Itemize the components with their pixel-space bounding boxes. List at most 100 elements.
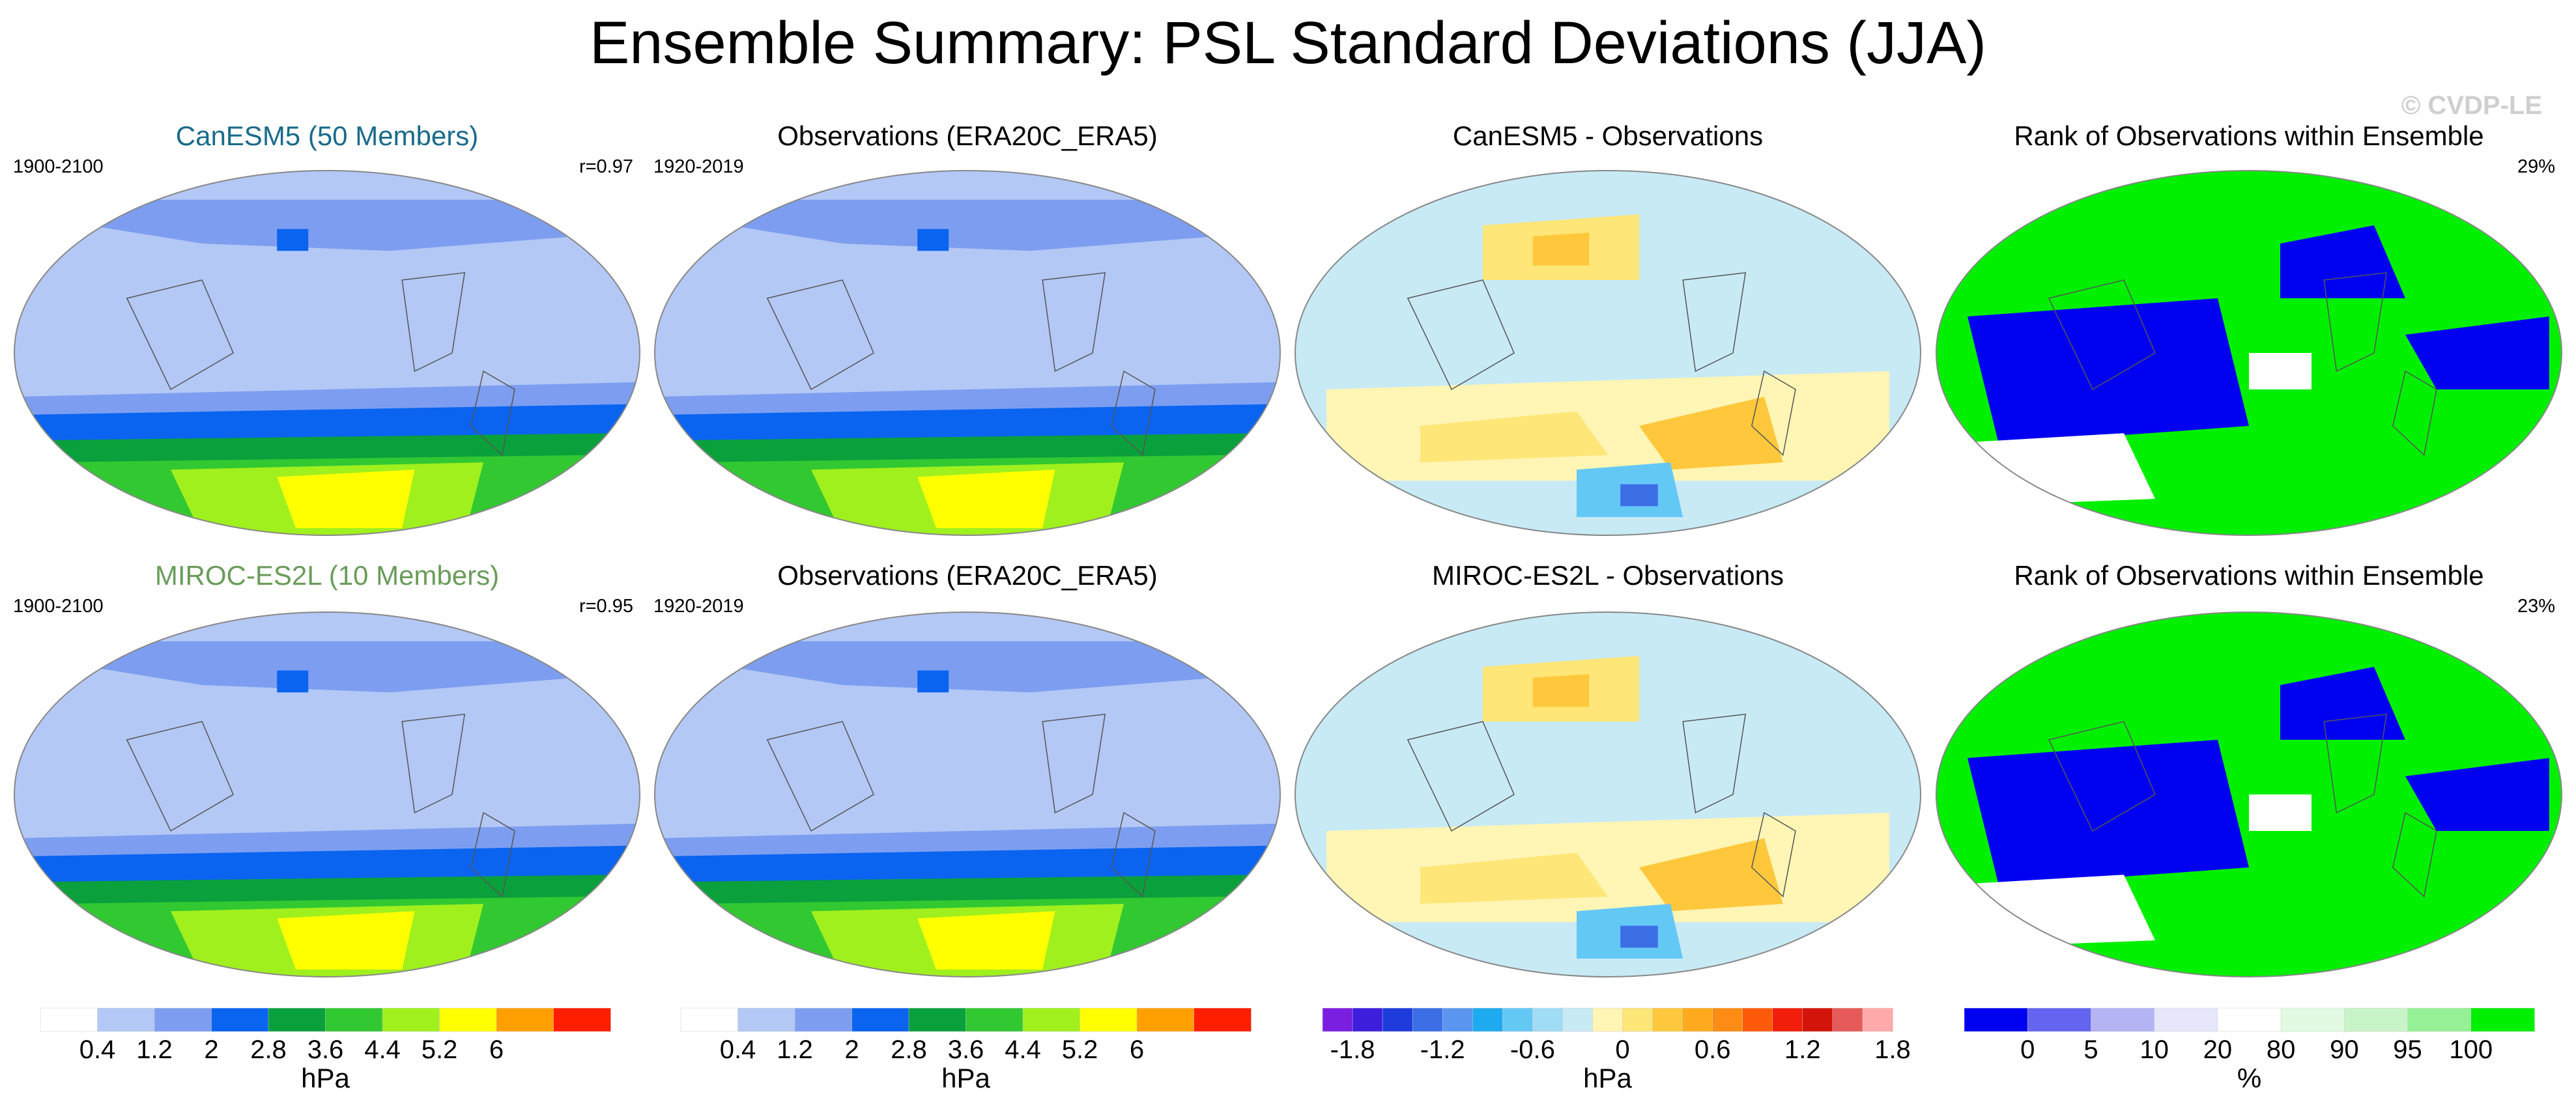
panel-title: MIROC-ES2L (10 Members): [154, 560, 500, 591]
panel-title: Observations (ERA20C_ERA5): [777, 560, 1158, 591]
colorbar-tick-label: 6: [1129, 1035, 1145, 1064]
map-border: [654, 170, 1281, 536]
panel-period: 1920-2019: [653, 596, 744, 617]
coastline: [2048, 721, 2156, 832]
obs-stddev-map: [654, 170, 1281, 536]
colorbar-swatch: [1562, 1007, 1594, 1032]
colorbar-unit-label: %: [2237, 1063, 2262, 1093]
contour-region: [917, 229, 949, 251]
colorbar-swatch: [2154, 1007, 2218, 1032]
colorbar-tick-label: 10: [2140, 1035, 2169, 1064]
colorbar-tick-label: 6: [489, 1035, 504, 1064]
colorbar-swatch: [1442, 1007, 1474, 1032]
colorbar-swatch: [1622, 1007, 1653, 1032]
colorbar-tick-label: 1.8: [1874, 1035, 1911, 1064]
coastline: [2323, 272, 2388, 372]
colorbar-swatch: [439, 1007, 497, 1032]
contour-region: [730, 199, 1218, 251]
watermark: © CVDP-LE: [2401, 91, 2542, 120]
colorbar-swatch: [382, 1007, 440, 1032]
colorbar-tick-label: 0.4: [719, 1035, 756, 1064]
colorbar-tick-label: 5: [2083, 1035, 2098, 1064]
colorbar-tick-label: 80: [2266, 1035, 2296, 1064]
contour-region: [1420, 411, 1608, 462]
colorbar-swatch: [1862, 1007, 1893, 1032]
colorbar-swatch: [1772, 1007, 1803, 1032]
contour-region: [730, 641, 1218, 693]
colorbar-swatch: [97, 1007, 155, 1032]
contour-region: [1968, 740, 2249, 886]
colorbar-unit-label: hPa: [1583, 1063, 1632, 1093]
contour-region: [2280, 225, 2405, 298]
colorbar-swatch: [1136, 1007, 1195, 1032]
coastline: [1110, 811, 1156, 898]
coastline: [1110, 370, 1156, 456]
coastline: [1042, 272, 1106, 372]
panel-corner-value: 29%: [2517, 156, 2555, 177]
panel-title: Rank of Observations within Ensemble: [2014, 560, 2484, 591]
colorbar-swatch: [1472, 1007, 1504, 1032]
coastline: [470, 370, 515, 456]
colorbar-swatch: [2470, 1007, 2535, 1032]
panel-corner-value: r=0.97: [579, 156, 633, 177]
colorbar-tick-label: 4.4: [1005, 1035, 1041, 1064]
coastline: [401, 713, 466, 814]
coastline: [766, 279, 874, 391]
colorbar-swatch: [2344, 1007, 2409, 1032]
colorbar-swatch: [2027, 1007, 2092, 1032]
colorbar-swatch: [1532, 1007, 1564, 1032]
contour-region: [2405, 316, 2549, 389]
colorbar-swatch: [737, 1007, 795, 1032]
colorbar-tick-label: 90: [2330, 1035, 2359, 1064]
colorbar-swatch: [1382, 1007, 1413, 1032]
colorbar-swatch: [211, 1007, 269, 1032]
colorbar-swatch: [1022, 1007, 1081, 1032]
colorbar-swatch: [496, 1007, 554, 1032]
panel-corner-value: r=0.95: [579, 596, 633, 617]
colorbar-swatch: [2407, 1007, 2472, 1032]
coastline: [126, 721, 234, 832]
colorbar-tick-label: 1.2: [136, 1035, 173, 1064]
colorbar-swatch: [268, 1007, 326, 1032]
colorbar-unit-label: hPa: [301, 1063, 350, 1093]
contour-region: [2249, 353, 2311, 389]
coastline: [1751, 811, 1796, 898]
colorbar-swatch: [1592, 1007, 1624, 1032]
colorbar-tick-label: -1.8: [1330, 1035, 1375, 1064]
map-border: [1295, 170, 1921, 536]
coastline: [1407, 721, 1515, 832]
canesm5-stddev-map: [14, 170, 640, 536]
contour-region: [1532, 674, 1590, 707]
colorbar-swatch: [154, 1007, 212, 1032]
panel-period: 1900-2100: [13, 596, 104, 617]
colorbar-swatch: [1832, 1007, 1863, 1032]
contour-region: [277, 229, 309, 251]
map-border: [654, 611, 1281, 977]
colorbar-swatch: [1742, 1007, 1773, 1032]
contour-region: [2249, 794, 2311, 831]
coastline: [1751, 370, 1796, 456]
coastline: [401, 272, 466, 372]
colorbar-tick-label: 2.8: [250, 1035, 287, 1064]
figure-title: Ensemble Summary: PSL Standard Deviation…: [589, 10, 1987, 76]
rank-obs-map: [1936, 170, 2562, 536]
colorbar-unit-label: hPa: [941, 1063, 990, 1093]
colorbar-tick-label: 20: [2203, 1035, 2233, 1064]
contour-region: [277, 670, 309, 693]
contour-region: [1532, 232, 1590, 266]
contour-region: [2405, 758, 2549, 831]
colorbar-tick-label: 0: [2020, 1035, 2035, 1064]
contour-region: [917, 911, 1055, 970]
contour-region: [1620, 484, 1658, 507]
miroc-minus-obs-map: [1295, 611, 1921, 977]
contour-region: [2280, 667, 2405, 740]
map-border: [14, 611, 640, 977]
colorbar-2: [680, 1007, 1252, 1032]
map-border: [1936, 170, 2562, 536]
colorbar-tick-label: 1.2: [777, 1035, 813, 1064]
colorbar-swatch: [908, 1007, 967, 1032]
coastline: [2323, 713, 2388, 814]
colorbar-tick-label: 1.2: [1784, 1035, 1821, 1064]
panel-period: 1920-2019: [653, 156, 744, 177]
